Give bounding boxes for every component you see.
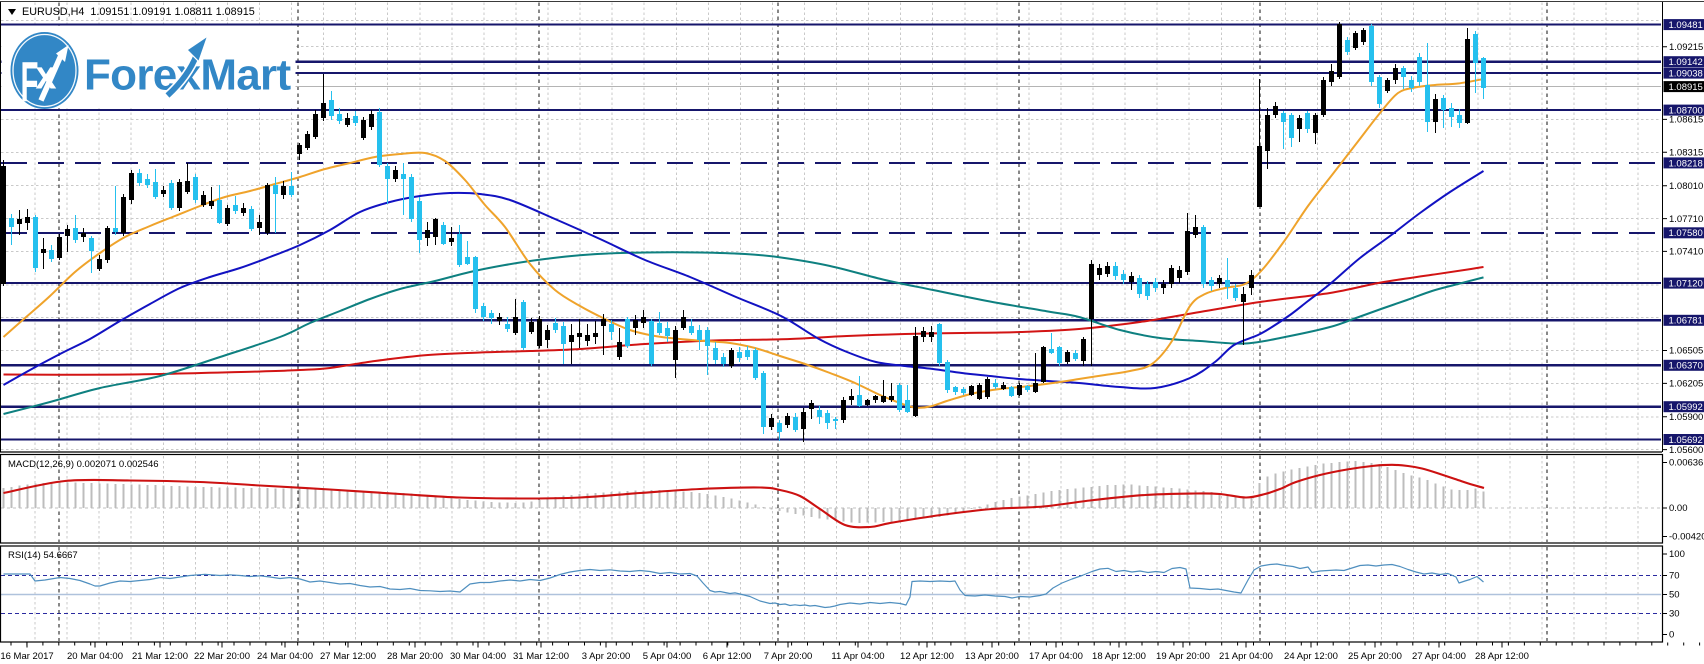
svg-text:25 Apr 20:00: 25 Apr 20:00 [1348,651,1402,662]
svg-text:1.09215: 1.09215 [1669,42,1703,53]
svg-text:30: 30 [1669,609,1680,620]
svg-text:1.07120: 1.07120 [1669,279,1703,290]
svg-text:70: 70 [1669,571,1680,582]
svg-text:x: x [36,54,57,98]
svg-text:1.09481: 1.09481 [1669,20,1703,31]
svg-text:1.09038: 1.09038 [1669,69,1703,80]
svg-text:27 Apr 04:00: 27 Apr 04:00 [1412,651,1466,662]
svg-text:1.07410: 1.07410 [1669,247,1703,258]
svg-text:5 Apr 04:00: 5 Apr 04:00 [643,651,692,662]
svg-text:EURUSD,H4 1.09151 1.09191 1.0: EURUSD,H4 1.09151 1.09191 1.08811 1.0891… [22,6,255,18]
svg-text:27 Mar 12:00: 27 Mar 12:00 [320,651,376,662]
svg-text:0.00: 0.00 [1669,503,1688,514]
svg-text:1.05600: 1.05600 [1669,445,1703,456]
svg-text:12 Apr 12:00: 12 Apr 12:00 [900,651,954,662]
svg-text:24 Apr 12:00: 24 Apr 12:00 [1284,651,1338,662]
svg-text:21 Apr 04:00: 21 Apr 04:00 [1219,651,1273,662]
svg-text:RSI(14) 54.6667: RSI(14) 54.6667 [8,550,78,561]
svg-text:1.08615: 1.08615 [1669,115,1703,126]
svg-text:30 Mar 04:00: 30 Mar 04:00 [450,651,506,662]
svg-text:21 Mar 12:00: 21 Mar 12:00 [132,651,188,662]
svg-text:1.08315: 1.08315 [1669,148,1703,159]
svg-text:1.06370: 1.06370 [1669,361,1703,372]
svg-text:0: 0 [1669,630,1674,641]
svg-text:1.05992: 1.05992 [1669,402,1703,413]
svg-text:6 Apr 12:00: 6 Apr 12:00 [703,651,752,662]
svg-text:0.00636: 0.00636 [1669,458,1703,469]
svg-text:22 Mar 20:00: 22 Mar 20:00 [194,651,250,662]
svg-text:MACD(12,26,9) 0.002071 0.00254: MACD(12,26,9) 0.002071 0.002546 [8,459,159,470]
svg-text:F: F [21,51,39,115]
svg-text:1.05900: 1.05900 [1669,412,1703,423]
svg-text:1.08700: 1.08700 [1669,106,1703,117]
svg-text:1.06205: 1.06205 [1669,379,1703,390]
svg-text:1.05692: 1.05692 [1669,435,1703,446]
svg-text:50: 50 [1669,590,1680,601]
svg-text:1.08915: 1.08915 [1669,82,1703,93]
svg-text:1.08010: 1.08010 [1669,181,1703,192]
svg-text:24 Mar 04:00: 24 Mar 04:00 [257,651,313,662]
svg-text:1.09142: 1.09142 [1669,57,1703,68]
svg-text:1.07580: 1.07580 [1669,228,1703,239]
svg-text:13 Apr 20:00: 13 Apr 20:00 [965,651,1019,662]
svg-text:28 Mar 20:00: 28 Mar 20:00 [387,651,443,662]
svg-text:20 Mar 04:00: 20 Mar 04:00 [67,651,123,662]
svg-text:28 Apr 12:00: 28 Apr 12:00 [1475,651,1529,662]
svg-text:17 Apr 04:00: 17 Apr 04:00 [1029,651,1083,662]
svg-text:1.06781: 1.06781 [1669,316,1703,327]
svg-text:31 Mar 12:00: 31 Mar 12:00 [513,651,569,662]
svg-text:16 Mar 2017: 16 Mar 2017 [0,651,53,662]
svg-text:18 Apr 12:00: 18 Apr 12:00 [1092,651,1146,662]
svg-text:7 Apr 20:00: 7 Apr 20:00 [764,651,813,662]
svg-text:-0.004208: -0.004208 [1669,532,1704,543]
svg-text:1.06505: 1.06505 [1669,346,1703,357]
svg-text:100: 100 [1669,549,1685,560]
svg-text:19 Apr 20:00: 19 Apr 20:00 [1156,651,1210,662]
svg-text:11 Apr 04:00: 11 Apr 04:00 [831,651,884,662]
svg-text:1.07710: 1.07710 [1669,214,1703,225]
svg-text:1.08218: 1.08218 [1669,158,1703,169]
svg-text:3 Apr 20:00: 3 Apr 20:00 [582,651,631,662]
